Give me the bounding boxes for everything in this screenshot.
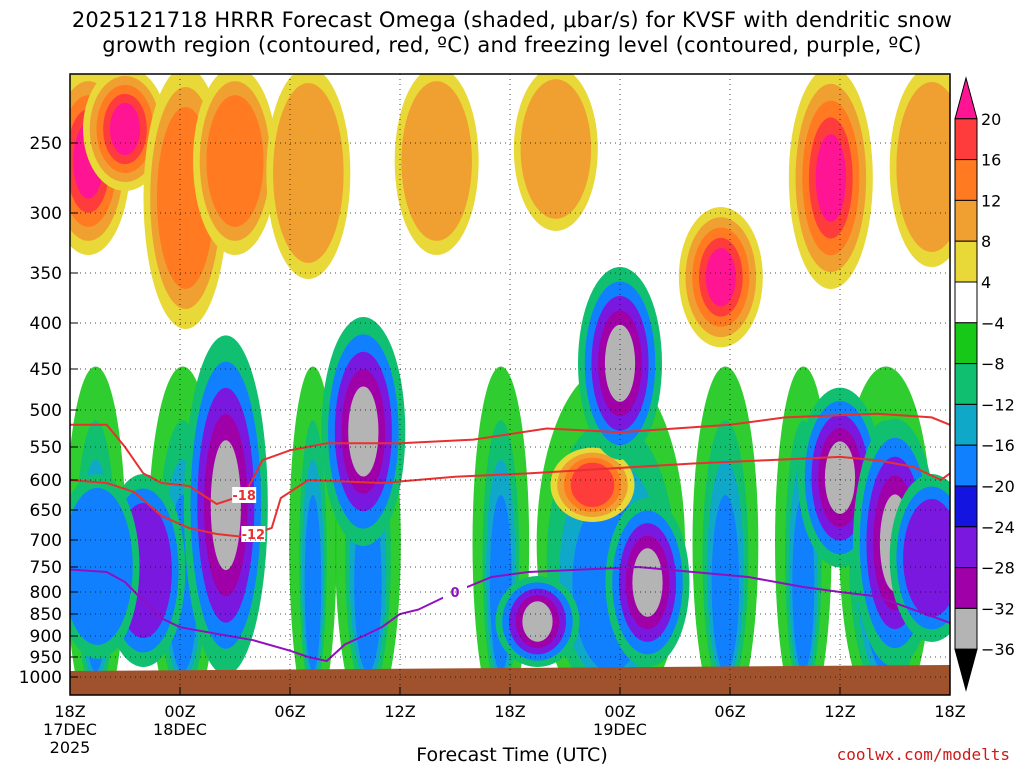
omega-cell [109,102,141,156]
y-tick-label: 550 [30,438,62,458]
x-tick-label: 18Z [494,702,525,721]
colorbar-segment [954,76,978,120]
x-tick-label: 2025 [50,738,91,757]
y-tick-label: 400 [30,314,62,334]
omega-cell [348,386,379,477]
colorbar-label: −32 [981,599,1015,618]
colorbar-segment [954,444,978,487]
y-tick-label: 600 [30,471,62,491]
contour-line [70,455,950,539]
omega-cell [824,441,856,514]
colorbar-segment [954,322,978,365]
y-tick-label: 800 [30,583,62,603]
omega-cell [210,440,241,571]
colorbar-segment [954,648,978,692]
colorbar-label: −4 [981,314,1005,333]
contour-line [70,412,950,506]
colorbar-segment [954,607,978,650]
omega-band [792,495,815,672]
y-tick-label: 750 [30,558,62,578]
contour-line [70,565,950,663]
y-tick-label: 900 [30,627,62,647]
y-tick-label: 450 [30,360,62,380]
colorbar-label: 16 [981,151,1001,170]
y-tick-label: 650 [30,501,62,521]
colorbar-segment [954,159,978,201]
omega-cell [520,79,592,219]
colorbar-segment [954,199,978,242]
y-tick-label: 950 [30,648,62,668]
colorbar-label: 12 [981,191,1001,210]
contour-label-bg [241,526,266,542]
colorbar-segment [954,240,978,283]
omega-cell [570,462,615,508]
x-tick-label: 12Z [384,702,415,721]
colorbar-label: −28 [981,559,1015,578]
y-tick-label: 1000 [19,668,62,688]
y-tick-label: 300 [30,204,62,224]
colorbar-label: −12 [981,395,1015,414]
colorbar-segment [954,403,978,446]
colorbar-segment [954,363,978,405]
chart-title-line1: 2025121718 HRRR Forecast Omega (shaded, … [71,8,953,32]
x-tick-label: 12Z [824,702,855,721]
colorbar-segment [954,526,978,569]
colorbar-label: −20 [981,477,1015,496]
colorbar-label: −36 [981,640,1015,659]
omega-band [711,495,740,672]
omega-cell [903,498,950,618]
contour-label: -12 [242,528,266,543]
omega-cell [815,134,846,222]
omega-cell [632,548,663,617]
chart-title-line2: growth region (contoured, red, ºC) and f… [102,33,922,57]
contour-label: 0 [450,586,459,601]
colorbar-label: 4 [981,273,991,292]
colorbar-label: 20 [981,110,1001,129]
x-tick-label: 06Z [274,702,305,721]
x-tick-label: 17DEC [43,720,97,739]
contour-label-bg [232,487,257,503]
colorbar-label: 8 [981,232,991,251]
x-tick-label: 00Z [164,702,195,721]
y-tick-label: 700 [30,531,62,551]
omega-cell [896,82,950,252]
y-tick-label: 250 [30,134,62,154]
credit-text: coolwx.com/modelts [836,745,1010,764]
colorbar-segment [954,118,978,161]
x-tick-label: 18Z [934,702,965,721]
omega-cell [206,95,264,227]
omega-cell [522,601,553,642]
colorbar-label: −8 [981,355,1005,374]
x-tick-label: 18DEC [153,720,207,739]
y-tick-label: 350 [30,264,62,284]
omega-cell [604,324,636,402]
colorbar-label: −24 [981,518,1015,537]
x-tick-label: 19DEC [593,720,647,739]
x-tick-label: 00Z [604,702,635,721]
x-axis-label: Forecast Time (UTC) [416,744,608,766]
omega-cell [70,487,133,645]
x-tick-label: 18Z [54,702,85,721]
y-tick-label: 500 [30,401,62,421]
omega-cell [401,81,472,241]
omega-band [304,495,322,672]
colorbar-label: −16 [981,436,1015,455]
contour-label: -18 [232,489,256,504]
omega-cell [273,83,344,263]
colorbar-segment [954,567,978,609]
colorbar-segment [954,485,978,528]
y-tick-label: 850 [30,605,62,625]
colorbar-segment [954,281,978,324]
omega-cell [705,248,736,307]
plot-area: -18 -12 0 [70,74,950,695]
x-tick-label: 06Z [714,702,745,721]
